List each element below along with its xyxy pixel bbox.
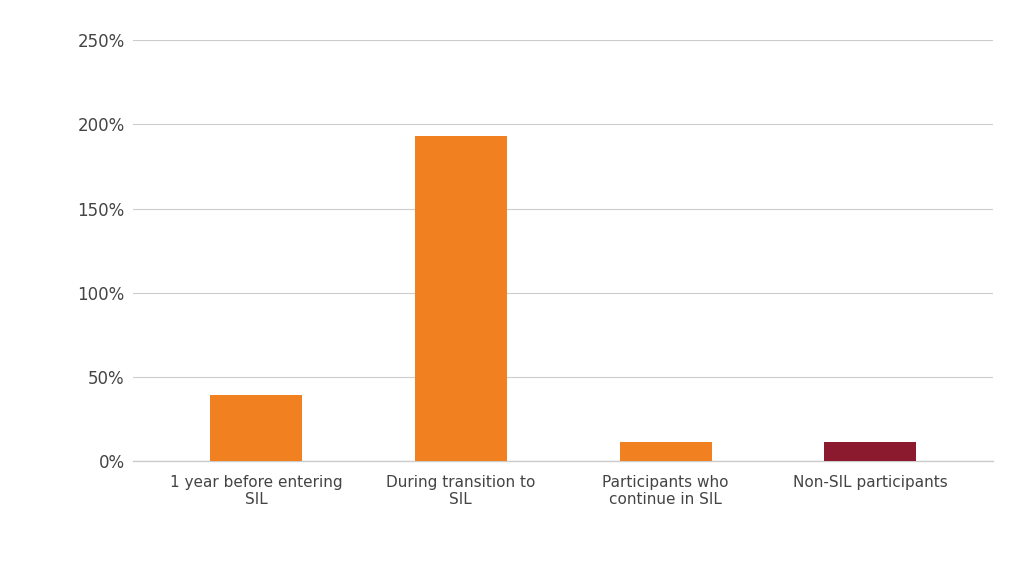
Bar: [210, 395, 302, 461]
Bar: [620, 442, 712, 461]
Bar: [415, 136, 507, 461]
Bar: [824, 442, 916, 461]
